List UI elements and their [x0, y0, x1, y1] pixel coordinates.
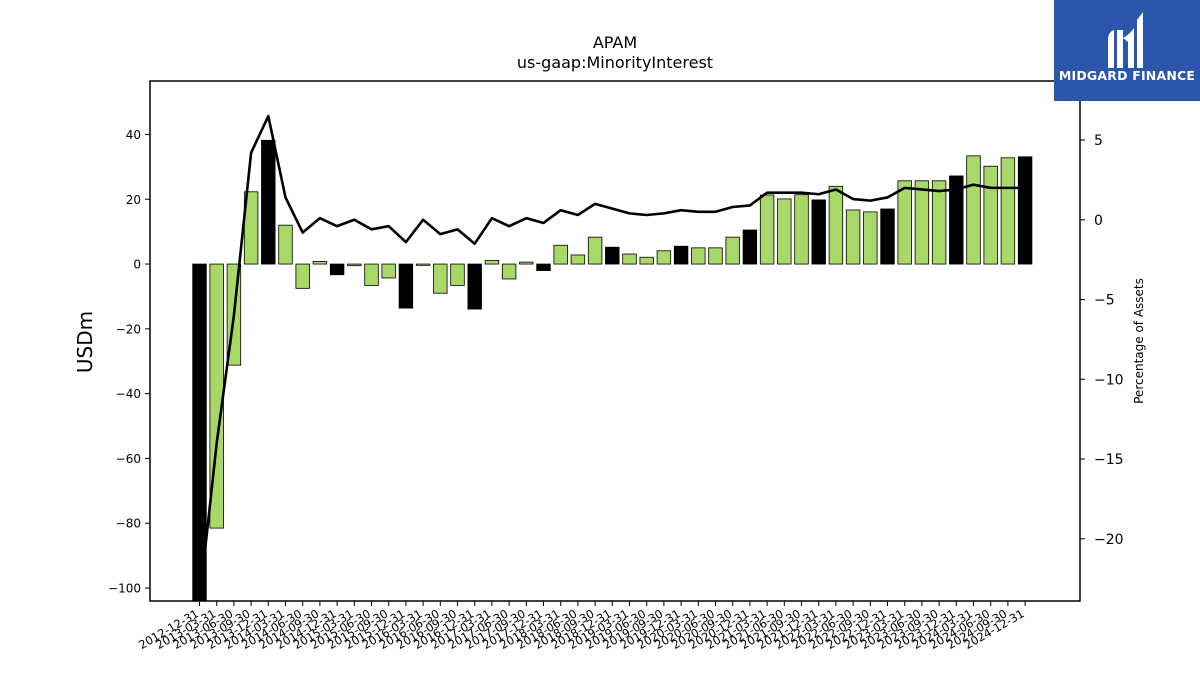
- y2-axis-label: Percentage of Assets: [1132, 278, 1146, 404]
- y2-tick-label: −15: [1094, 452, 1124, 468]
- chart-subtitle: us-gaap:MinorityInterest: [517, 53, 713, 72]
- bar-2024-03-31: [966, 155, 981, 265]
- bar-2017-12-31: [536, 263, 551, 271]
- bar-2023-03-31: [897, 180, 912, 265]
- bar-2014-03-31: [278, 224, 293, 265]
- bar-2021-06-30: [777, 198, 792, 265]
- bar-2016-12-31: [467, 263, 482, 310]
- brand-mark-icon: [1108, 12, 1143, 68]
- bar-2018-06-30: [570, 254, 586, 265]
- bar-2015-03-31: [347, 263, 362, 267]
- bar-2024-06-30: [983, 165, 998, 265]
- bar-2018-09-30: [587, 236, 603, 265]
- bar-2015-06-30: [364, 263, 379, 286]
- bar-2021-09-30: [794, 194, 809, 265]
- y2-tick-label: −5: [1094, 293, 1115, 309]
- bar-2020-03-31: [691, 247, 706, 265]
- bar-2023-06-30: [914, 180, 930, 265]
- bar-2022-09-30: [863, 211, 878, 265]
- y-tick-label: 0: [133, 258, 141, 272]
- bar-2018-12-31: [605, 246, 620, 265]
- y-tick-label: 40: [126, 128, 141, 142]
- y-tick-label: −40: [116, 387, 141, 401]
- y-tick-label: −100: [108, 582, 141, 596]
- plot-frame: [149, 80, 1081, 602]
- bar-2014-06-30: [295, 263, 310, 289]
- bar-2022-03-31: [828, 185, 844, 265]
- y2-tick-label: −10: [1094, 372, 1124, 388]
- bar-2014-09-30: [312, 261, 328, 265]
- bar-2024-09-30: [1000, 157, 1016, 265]
- bar-2015-09-30: [381, 263, 396, 279]
- bar-2021-03-31: [759, 194, 775, 265]
- brand-name: MIDGARD FINANCE: [1058, 68, 1196, 83]
- bar-2020-09-30: [725, 236, 740, 265]
- percentage-line: [198, 114, 1026, 601]
- bar-2021-12-31: [811, 199, 826, 265]
- bar-2017-03-31: [484, 260, 500, 265]
- bar-2014-12-31: [329, 263, 345, 276]
- bar-2019-03-31: [622, 253, 637, 265]
- brand-logo: MIDGARD FINANCE: [1054, 0, 1200, 101]
- bar-2018-03-31: [553, 244, 568, 265]
- y-tick-label: −60: [116, 452, 141, 466]
- bar-2019-12-31: [673, 245, 689, 265]
- y2-tick-label: −20: [1094, 532, 1124, 548]
- bar-2017-06-30: [501, 263, 517, 280]
- bar-2016-03-31: [415, 263, 431, 266]
- bar-2017-09-30: [519, 261, 534, 265]
- chart-title: APAM: [593, 33, 637, 52]
- bar-2023-09-30: [931, 180, 947, 265]
- y2-tick-label: 0: [1094, 213, 1103, 229]
- line-layer: [198, 114, 1026, 601]
- bar-2022-12-31: [880, 208, 895, 265]
- y-tick-label: 20: [126, 193, 141, 207]
- bar-2024-12-31: [1017, 156, 1033, 265]
- bars-layer: [192, 139, 1033, 602]
- bar-2023-12-31: [949, 175, 964, 265]
- bar-2022-06-30: [845, 209, 861, 265]
- y-tick-label: −20: [116, 322, 141, 336]
- y2-tick-label: 5: [1094, 133, 1103, 149]
- bar-2015-12-31: [398, 263, 414, 309]
- axes-layer: −100−80−60−40−2002040−20−15−10−5052012-1…: [108, 80, 1124, 652]
- y-axis-label: USDm: [73, 311, 97, 373]
- bar-2016-09-30: [450, 263, 465, 286]
- bar-2016-06-30: [433, 263, 448, 294]
- bar-2020-06-30: [708, 247, 723, 265]
- y-tick-label: −80: [116, 517, 141, 531]
- bar-2019-06-30: [639, 256, 654, 265]
- bar-2020-12-31: [742, 229, 758, 265]
- bar-2019-09-30: [656, 250, 672, 265]
- bar-2013-12-31: [261, 139, 276, 265]
